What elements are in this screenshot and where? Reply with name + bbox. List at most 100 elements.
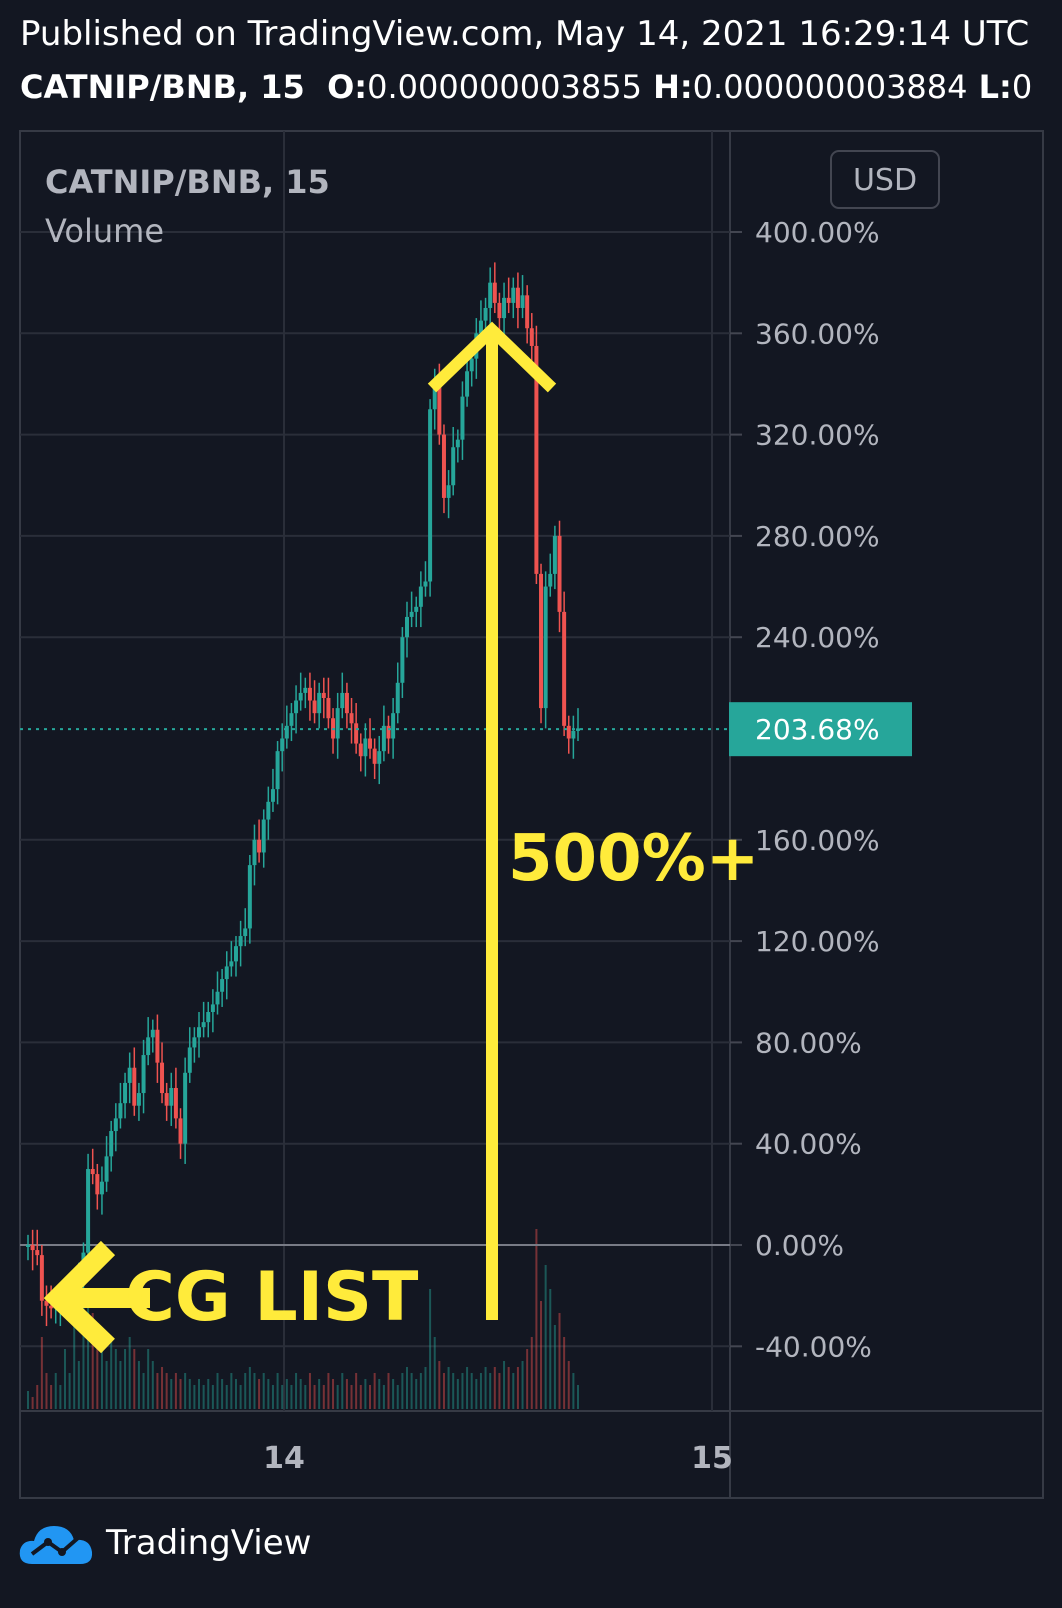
candle-body [289,713,294,726]
x-axis-ticks: 14 15 [263,1441,733,1476]
volume-bar [438,1361,441,1409]
volume-bar [119,1361,122,1409]
candle-body [548,573,553,587]
candle-body [104,1156,109,1182]
volume-bar [216,1373,219,1409]
y-tick-label: 160.00% [755,824,880,857]
candle-body [446,485,451,498]
volume-bar [100,1349,103,1409]
candle-body [206,1012,211,1023]
candle-body [409,611,414,617]
candle-body [270,789,275,802]
candle-body [432,383,437,410]
volume-bar [521,1361,524,1409]
volume-bar [392,1379,395,1409]
volume-bar [262,1373,265,1409]
y-tick-label: 40.00% [755,1128,862,1161]
y-axis-ticks: 400.00% 360.00% 320.00% 280.00% 240.00% 160.0… [730,216,880,1363]
candle-body [35,1250,40,1256]
volume-bar [63,1349,66,1409]
volume-bar [110,1337,113,1409]
listing-annotation: CG LIST [125,1258,419,1337]
candle-body [215,991,220,1005]
candle-body [437,383,442,435]
volume-bar [567,1361,570,1409]
volume-bar [526,1349,529,1409]
candle-body [312,700,317,714]
volume-bar [295,1373,298,1409]
candle-body [26,1245,30,1247]
candle-body [483,307,488,321]
currency-button[interactable]: USD [853,163,917,198]
volume-bar [498,1373,501,1409]
last-price-label: 203.68% [755,713,880,746]
low-label: L: [978,68,1012,106]
ohlc-line: CATNIP/BNB, 15 O:0.000000003855 H:0.0000… [20,68,1045,106]
y-tick-label: 0.00% [755,1229,844,1262]
candle-body [294,700,299,714]
volume-bar [124,1349,127,1409]
candle-body [340,692,345,709]
chart-frame [19,130,1044,1499]
volume-bar [91,1313,94,1409]
volume-bar [493,1367,496,1409]
candle-body [220,979,225,992]
candle-body [525,295,530,329]
volume-bar [313,1385,316,1409]
candle-body [39,1255,44,1301]
volume-bar [188,1379,191,1409]
brand-logo[interactable]: TradingView [18,1520,311,1566]
brand-name: TradingView [106,1523,312,1563]
candle-body [261,819,266,853]
volume-bar [248,1367,251,1409]
volume-bar [553,1325,556,1409]
volume-bar [461,1373,464,1409]
candle-body [497,302,502,319]
candle-body [404,616,409,638]
volume-bar [322,1385,325,1409]
candle-body [266,801,271,820]
volume-bar [456,1379,459,1409]
candle-body [44,1300,49,1306]
volume-bar [184,1373,187,1409]
candle-body [298,692,303,701]
candle-body [543,586,548,709]
volume-bar [410,1373,413,1409]
volume-bar [447,1367,450,1409]
volume-bar [179,1379,182,1409]
candle-body [127,1067,132,1083]
volume-bar [234,1379,237,1409]
y-tick-label: 80.00% [755,1026,862,1059]
volume-bar [359,1385,362,1409]
volume-bar [239,1385,242,1409]
candle-body [150,1029,155,1038]
candle-body [571,730,576,739]
volume-bar [225,1385,228,1409]
candle-body [303,687,308,693]
volume-bar [198,1379,201,1409]
volume-bar [174,1373,177,1409]
candle-body [90,1169,95,1175]
currency-button-frame[interactable] [830,150,940,209]
candle-body [113,1118,118,1132]
gain-annotation: 500%+ [508,822,759,896]
volume-bar [258,1379,261,1409]
low-value: 0 [1011,68,1033,106]
candle-body [99,1181,104,1195]
candle-body [49,1305,54,1309]
y-tick-label: 280.00% [755,520,880,553]
candle-body [566,725,571,739]
volume-bar [77,1361,80,1409]
gain-arrow [427,321,557,1320]
volume-bar [211,1385,214,1409]
volume-bar [36,1385,39,1409]
candle-body [95,1174,100,1195]
last-price-badge [729,702,912,757]
candle-body [280,738,285,752]
candle-body [363,738,368,757]
candle-body [275,751,280,790]
volume-bar [396,1385,399,1409]
candle-body [492,282,497,303]
candle-body [529,328,534,346]
